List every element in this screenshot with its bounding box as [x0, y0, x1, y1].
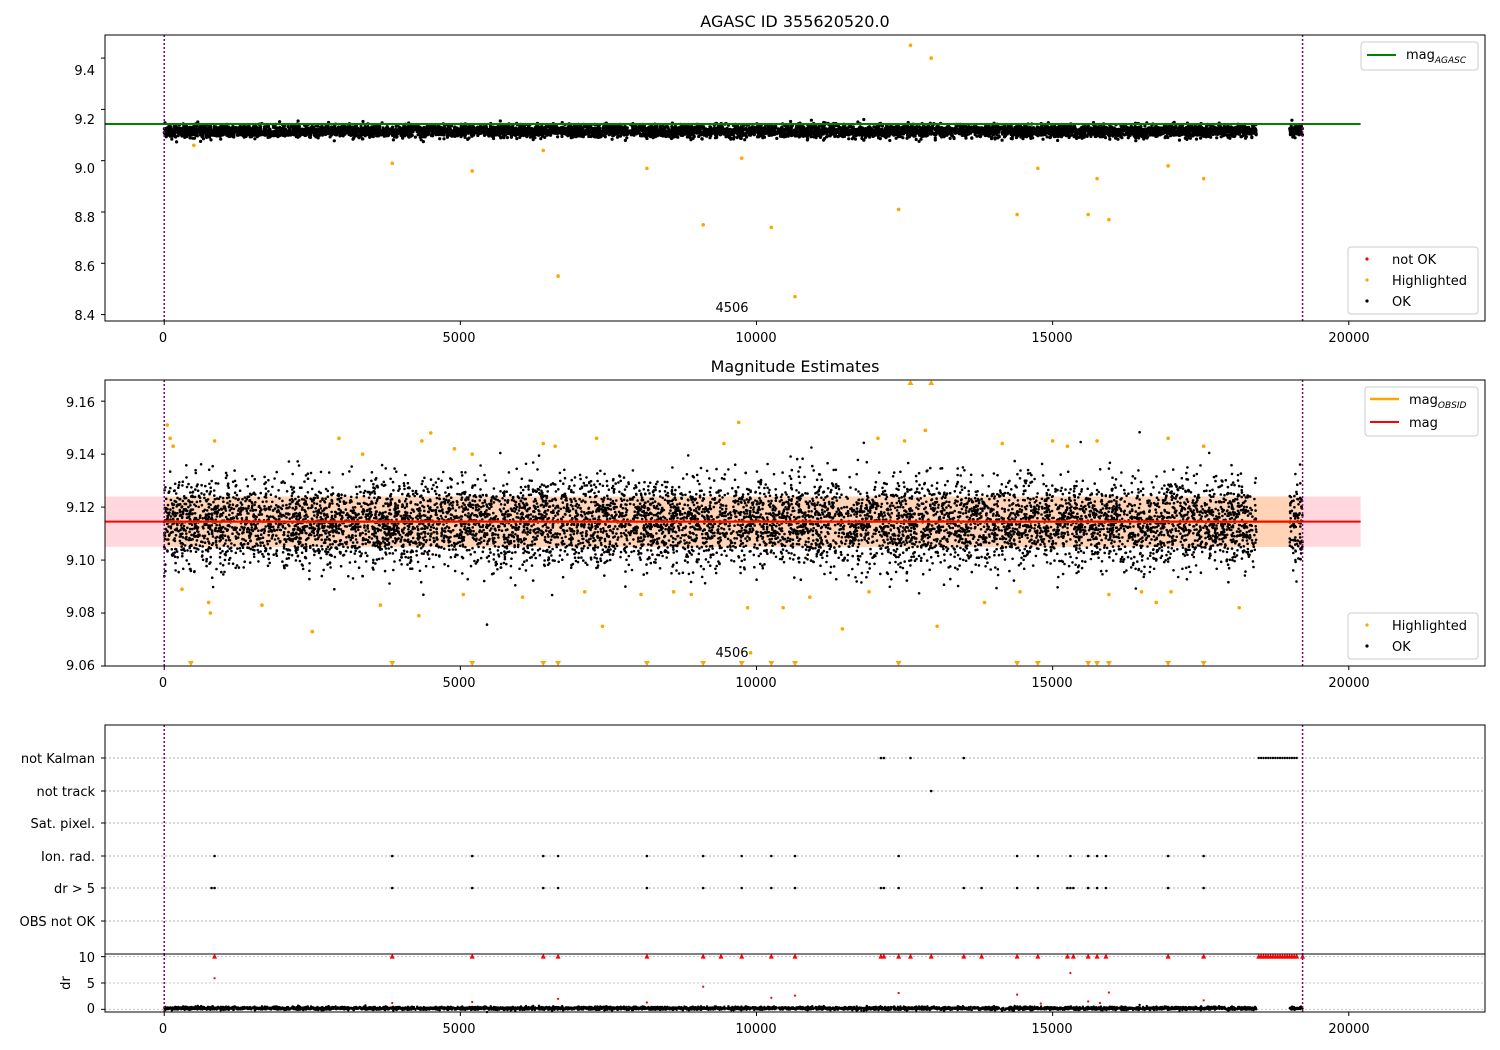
panel1-ok-point [789, 119, 793, 124]
panel1-ok-point [853, 137, 858, 141]
panel1-ok-point [467, 136, 471, 140]
panel1-ok-point [623, 124, 627, 128]
panel1-ok-point [1219, 135, 1223, 139]
panel1-ok-point [498, 119, 502, 123]
panel1-ok-point [515, 137, 519, 141]
panel1-ok-point [219, 133, 223, 137]
panel1-ok-point [997, 130, 1001, 134]
panel1-ok-point [948, 136, 952, 140]
panel1-ok-point [209, 138, 213, 142]
panel1-ok-point [442, 137, 446, 141]
panel1-ok-point [360, 137, 364, 141]
panel1-ok-point [1049, 125, 1053, 129]
panel1-ok-point [862, 117, 866, 122]
panel1-ok-point [700, 137, 704, 141]
panel1-ok-point [282, 129, 286, 133]
panel1-ok-point [382, 134, 386, 138]
panel1-ok-point [1194, 137, 1199, 141]
panel1-ok-point [1108, 137, 1112, 141]
panel1-ok-point [739, 125, 743, 129]
panel1-ok-point [1120, 136, 1124, 140]
panel1-ok-point [892, 133, 896, 137]
panel1-ok-point [1103, 136, 1108, 140]
panel1-ok-point [847, 137, 851, 141]
panel1-ok-point [192, 136, 197, 140]
panel1-ok-point [1254, 133, 1258, 137]
panel1-ok-point [1114, 136, 1118, 140]
panel1-ok-point [385, 125, 389, 129]
panel1-ok-point [817, 126, 821, 130]
panel1-ok-point [645, 136, 649, 141]
panel1-ok-point [199, 139, 203, 143]
panel1-ok-point [476, 133, 480, 138]
panel1-title: AGASC ID 355620520.0 [700, 12, 889, 31]
panel1-ok-point [175, 140, 179, 144]
panel1-ok-point [1158, 133, 1162, 137]
panel1-ok-point [358, 134, 363, 138]
panel1-ok-point [1166, 135, 1170, 140]
panel1-ok-point [743, 138, 747, 142]
panel1-ok-point [332, 139, 336, 143]
panel1-ok-point [822, 137, 827, 141]
panel1-ok-point [1215, 136, 1219, 140]
panel1-ok-point [378, 124, 382, 129]
panel1-ok-point [1199, 136, 1203, 140]
panel1-ok-point [775, 136, 779, 140]
panel1-ok-point [968, 129, 972, 133]
panel1-ok-point [917, 139, 921, 143]
panel1-ok-point [933, 136, 937, 140]
panel1-ok-point [325, 128, 330, 132]
panel1-ok-point [438, 137, 442, 141]
panel1-ok-point [957, 132, 962, 136]
panel1-ok-point [840, 132, 844, 136]
panel1-ok-point [407, 135, 411, 139]
panel1-ok-point [278, 120, 282, 124]
panel1-ok-point [205, 135, 209, 139]
panel1-ok-point [290, 125, 295, 129]
panel1-ok-point [975, 134, 979, 138]
panel1-ok-point [219, 137, 223, 141]
panel1-ok-point [361, 119, 365, 124]
panel1-ok-point [1056, 138, 1060, 143]
panel1-ok-point [533, 136, 537, 140]
panel1-ok-point [253, 137, 257, 141]
panel1-ok-point [1000, 125, 1005, 129]
panel1-ok-point [1239, 135, 1243, 139]
panel1-ok-point [1041, 137, 1045, 141]
panel1-ok-point [780, 125, 784, 129]
panel1-ok-point [253, 133, 257, 137]
panel1-ok-point [463, 135, 467, 139]
panel1-ok-point [501, 133, 505, 138]
panel1-ok-point [1126, 136, 1130, 140]
panel1-ok-point [809, 118, 814, 122]
panel1-ok-point [888, 138, 892, 143]
panel1-ok-point [896, 127, 900, 132]
panel1-ok-point [1107, 134, 1111, 138]
panel1-ok-point [1134, 139, 1138, 143]
